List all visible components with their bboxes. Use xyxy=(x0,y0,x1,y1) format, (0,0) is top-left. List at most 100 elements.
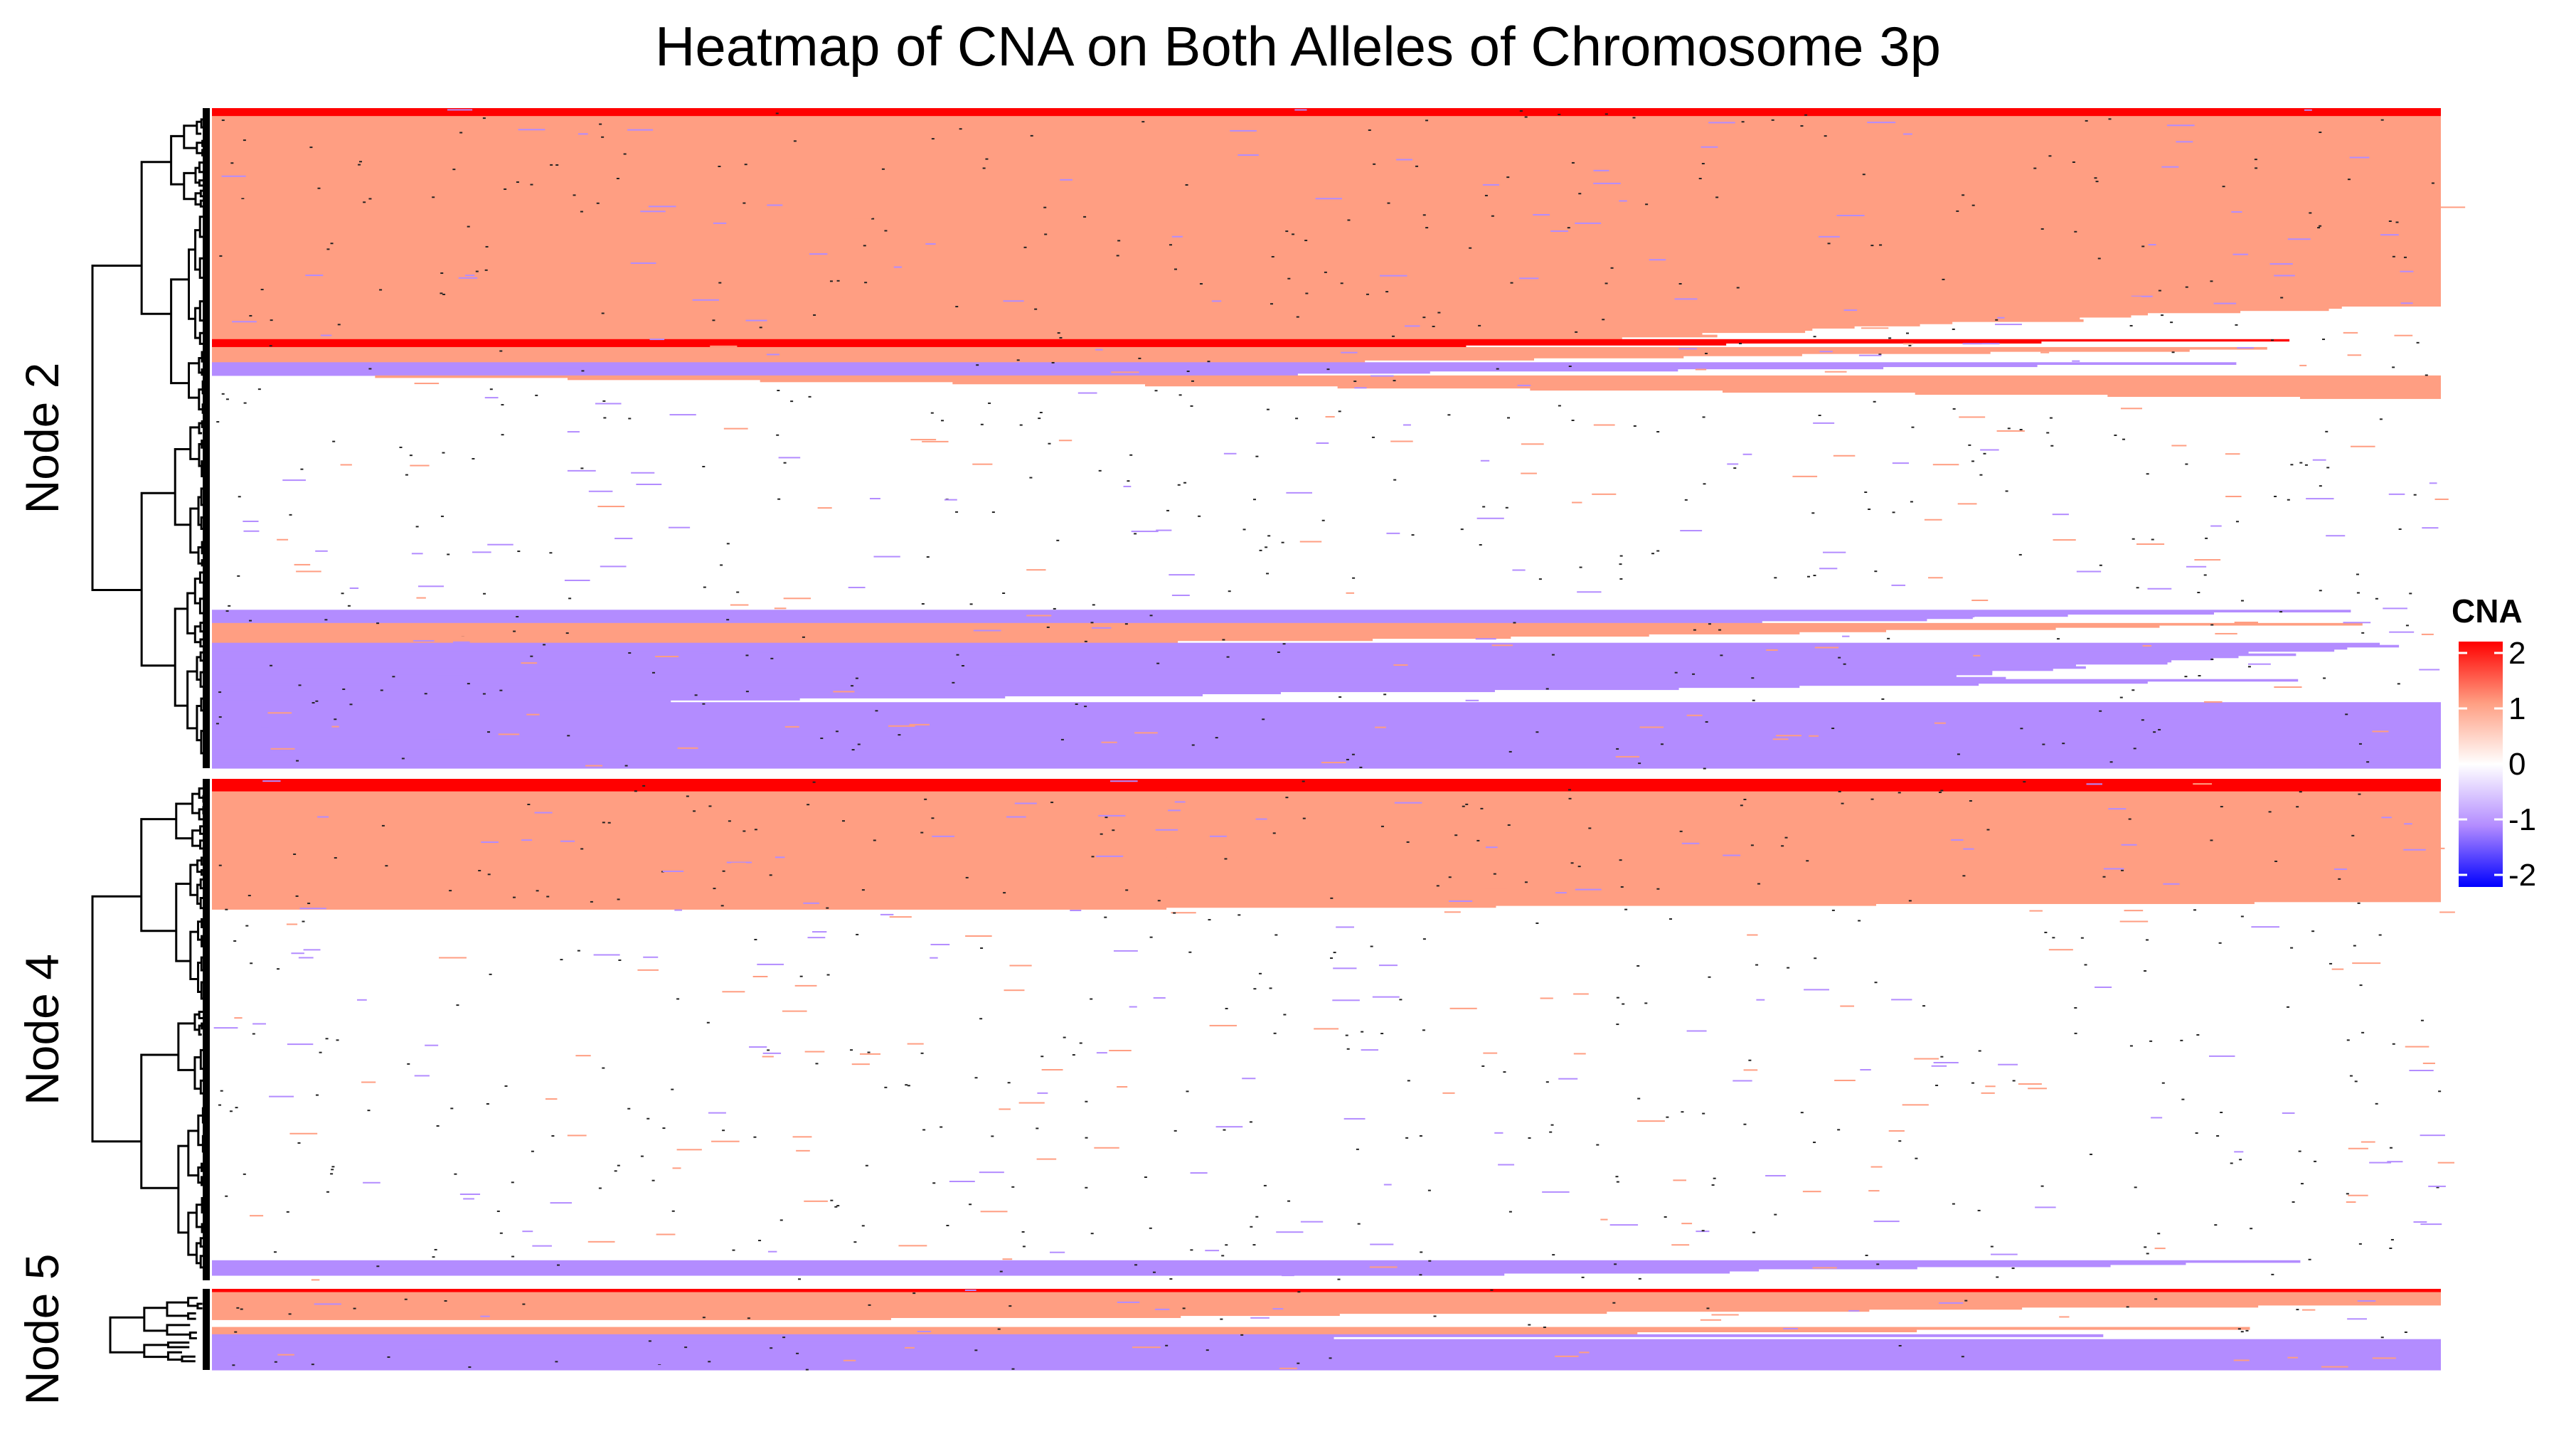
heatmap-speckle xyxy=(1215,1126,1243,1128)
heatmap-speckle xyxy=(1776,735,1801,737)
heatmap-speckle xyxy=(1792,475,1818,477)
dendrogram-branch xyxy=(181,1355,196,1363)
heatmap-speckle xyxy=(873,839,876,841)
heatmap-speckle xyxy=(1678,348,1697,350)
heatmap-band-2-2 xyxy=(212,861,2441,864)
heatmap-speckle xyxy=(411,553,423,555)
heatmap-speckle xyxy=(932,1182,936,1184)
heatmap-speckle xyxy=(2220,806,2223,808)
heatmap-speckle xyxy=(1942,278,1945,280)
heatmap-speckle xyxy=(2090,1153,2093,1155)
heatmap-speckle xyxy=(288,1313,292,1315)
heatmap-speckle xyxy=(1011,1186,1015,1188)
heatmap-speckle xyxy=(814,176,835,178)
heatmap-band-1-2 xyxy=(212,280,2441,283)
heatmap-speckle xyxy=(1755,964,1759,966)
heatmap-speckle xyxy=(1873,1221,1900,1223)
dendrogram-branch xyxy=(199,621,204,633)
heatmap-speckle xyxy=(2029,910,2043,912)
heatmap-band-1-6 xyxy=(212,362,2237,365)
dendrogram-branch xyxy=(201,420,204,428)
heatmap-band-1-2 xyxy=(212,165,2441,168)
heatmap-speckle xyxy=(585,765,603,767)
heatmap-speckle xyxy=(2349,156,2370,159)
heatmap-speckle xyxy=(1813,1142,1816,1144)
heatmap-speckle xyxy=(2240,1331,2244,1333)
heatmap-speckle xyxy=(1060,179,1073,181)
heatmap-speckle xyxy=(1173,912,1176,914)
heatmap-speckle xyxy=(296,760,299,762)
heatmap-speckle xyxy=(1265,546,1268,548)
heatmap-speckle xyxy=(2170,322,2173,324)
dendrogram-branch xyxy=(201,351,205,363)
heatmap-speckle xyxy=(1713,1177,1716,1179)
heatmap-speckle xyxy=(1831,727,1835,729)
heatmap-speckle xyxy=(2345,713,2348,716)
heatmap-speckle xyxy=(2012,1080,2016,1082)
heatmap-band-1-5 xyxy=(212,354,1802,356)
heatmap-speckle xyxy=(854,217,873,219)
heatmap-speckle xyxy=(1543,1327,1546,1329)
heatmap-speckle xyxy=(292,209,308,211)
heatmap-speckle xyxy=(907,1043,924,1045)
heatmap-speckle xyxy=(736,591,740,593)
heatmap-speckle xyxy=(815,1063,819,1065)
heatmap-speckle xyxy=(980,423,984,425)
dendrogram-branch xyxy=(201,380,205,395)
heatmap-speckle xyxy=(2230,1162,2233,1164)
heatmap-speckle xyxy=(658,1329,680,1332)
heatmap-speckle xyxy=(1314,1028,1339,1030)
dendrogram-branch xyxy=(166,1341,190,1349)
heatmap-speckle xyxy=(2381,817,2392,819)
heatmap-speckle xyxy=(1549,1131,1553,1133)
heatmap-speckle xyxy=(1034,308,1038,310)
heatmap-speckle xyxy=(347,605,351,607)
heatmap-band-3-2 xyxy=(212,1296,2441,1300)
heatmap-speckle xyxy=(2274,495,2277,497)
heatmap-speckle xyxy=(1297,1291,1301,1293)
heatmap-speckle xyxy=(2290,947,2294,949)
heatmap-speckle xyxy=(2306,498,2334,500)
heatmap-speckle xyxy=(447,109,473,111)
dendrogram-branch xyxy=(189,930,198,980)
heatmap-band-1-12 xyxy=(212,747,2441,750)
heatmap-speckle xyxy=(253,800,273,802)
heatmap-speckle xyxy=(1277,651,1280,653)
heatmap-speckle xyxy=(2086,783,2102,785)
heatmap-speckle xyxy=(1588,827,1592,829)
heatmap-speckle xyxy=(699,653,711,655)
heatmap-speckle xyxy=(1444,911,1461,913)
heatmap-speckle xyxy=(1304,240,1308,242)
heatmap-band-1-2 xyxy=(212,116,2441,119)
heatmap-speckle xyxy=(2269,263,2293,265)
heatmap-speckle xyxy=(303,949,321,951)
heatmap-speckle xyxy=(1272,1308,1284,1310)
dendrogram-branch xyxy=(202,845,206,853)
heatmap-speckle xyxy=(1285,230,1289,233)
heatmap-speckle xyxy=(669,414,696,416)
heatmap-band-2-2 xyxy=(212,859,2441,862)
heatmap-speckle xyxy=(2346,1201,2356,1203)
heatmap-speckle xyxy=(1524,881,1528,883)
heatmap-speckle xyxy=(1370,945,1373,947)
heatmap-band-1-5 xyxy=(212,358,1535,361)
heatmap-speckle xyxy=(1419,1135,1422,1137)
heatmap-band-2-2 xyxy=(212,884,2441,888)
heatmap-speckle xyxy=(1568,365,1572,367)
heatmap-band-2-2 xyxy=(212,810,2441,814)
heatmap-speckle xyxy=(1804,989,1829,991)
heatmap-speckle xyxy=(1072,1054,1075,1056)
heatmap-speckle xyxy=(1962,194,1965,196)
heatmap-speckle xyxy=(1269,987,1272,989)
heatmap-band-3-2 xyxy=(212,1298,2441,1302)
heatmap-speckle xyxy=(1190,1249,1193,1251)
heatmap-speckle xyxy=(988,402,991,404)
heatmap-speckle xyxy=(2099,710,2102,712)
heatmap-speckle xyxy=(767,1049,770,1051)
heatmap-speckle xyxy=(1480,459,1490,462)
heatmap-speckle xyxy=(1938,791,1942,793)
heatmap-speckle xyxy=(1408,865,1422,867)
heatmap-speckle xyxy=(1573,993,1589,995)
heatmap-speckle xyxy=(1660,743,1664,745)
